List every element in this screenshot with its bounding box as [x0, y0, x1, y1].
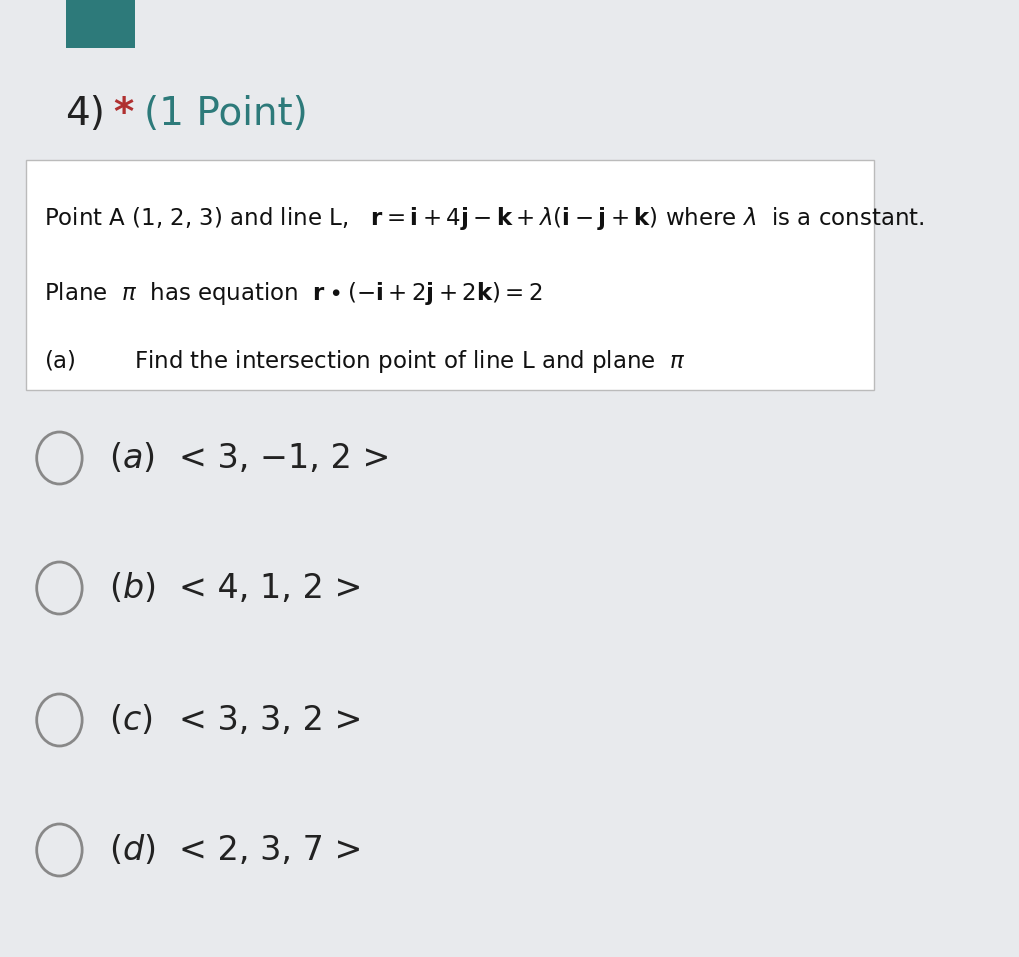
Text: $(b)$: $(b)$ — [109, 571, 156, 605]
Text: (1 Point): (1 Point) — [144, 95, 308, 133]
Text: $(a)$: $(a)$ — [109, 441, 155, 475]
Text: *: * — [113, 95, 133, 133]
Text: < 3, −1, 2 >: < 3, −1, 2 > — [179, 441, 390, 475]
Text: Point A (1, 2, 3) and line L,   $\mathbf{r} = \mathbf{i} + 4\mathbf{j} - \mathbf: Point A (1, 2, 3) and line L, $\mathbf{r… — [44, 205, 923, 232]
Bar — [65, 0, 136, 48]
Text: < 3, 3, 2 >: < 3, 3, 2 > — [179, 703, 362, 737]
Text: < 4, 1, 2 >: < 4, 1, 2 > — [179, 571, 362, 605]
FancyBboxPatch shape — [26, 160, 873, 390]
Text: < 2, 3, 7 >: < 2, 3, 7 > — [179, 834, 362, 866]
Text: $(d)$: $(d)$ — [109, 833, 156, 867]
Text: 4): 4) — [65, 95, 105, 133]
Text: $(c)$: $(c)$ — [109, 703, 153, 737]
Text: Plane  $\pi$  has equation  $\mathbf{r}\bullet(-\mathbf{i} + 2\mathbf{j} + 2\mat: Plane $\pi$ has equation $\mathbf{r}\bul… — [44, 280, 542, 307]
Text: (a)        Find the intersection point of line L and plane  $\pi$: (a) Find the intersection point of line … — [44, 348, 685, 375]
